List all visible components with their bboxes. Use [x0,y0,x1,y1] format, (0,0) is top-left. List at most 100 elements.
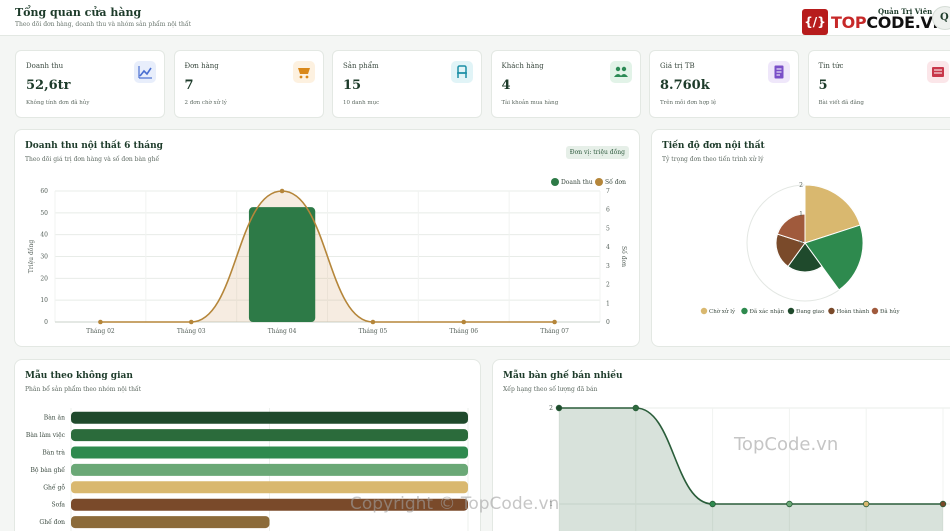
stat-note: Bài viết đã đăng [818,100,864,106]
bestseller-panel-title: Mẫu bàn ghế bán nhiều [503,371,623,381]
stat-note: Trên mỗi đơn hợp lệ [660,100,717,106]
y2-tick-label: 1 [606,300,610,307]
space-bar [71,516,270,529]
revenue-chart[interactable]: 0 10 20 30 40 50 60 0 1 2 3 4 5 6 7 Triệu đồng Số đơn Thá… [15,130,640,347]
y-axis-label: Triệu đồng [27,240,35,273]
trend-chart-icon [134,61,156,83]
page-subtitle: Theo dõi đơn hàng, doanh thu và nhóm sản… [15,21,191,28]
legend-label: Đang giao [796,309,825,315]
space-bar [71,481,468,494]
category-label: Ghế gỗ [43,483,65,491]
watermark-text: TopCode.vn [734,434,839,455]
space-bar [71,411,468,424]
bestseller-chart[interactable]: 12 [493,360,950,531]
orders-point [552,319,557,325]
space-bar [71,463,468,476]
y2-tick-label: 2 [606,282,610,289]
stat-value: 7 [184,78,194,93]
y2-tick-label: 0 [606,319,610,326]
space-chart[interactable]: Bàn ăn Bàn làm việc Bàn trà Bộ bàn ghế Ghế g… [15,360,481,531]
polar-slice [804,184,861,244]
category-label: Sofa [51,502,65,509]
legend-swatch [871,307,879,315]
category-label: Bàn trà [42,450,65,457]
x-tick-label: Tháng 05 [359,328,388,335]
space-panel: Mẫu theo không gian Phân bổ sản phẩm the… [14,359,481,531]
stat-note: Không tính đơn đã hủy [26,100,90,106]
stat-label: Khách hàng [501,62,544,70]
x-tick-label: Tháng 03 [177,328,206,335]
top-header: Tổng quan cửa hàng Theo dõi đơn hàng, do… [0,0,950,36]
legend-label: Doanh thu [561,179,593,186]
stat-label: Tin tức [818,62,844,70]
category-label: Bàn làm việc [26,432,66,439]
category-label: Bàn ăn [44,415,65,422]
legend-swatch [551,178,559,186]
stat-card-1[interactable]: Doanh thu 52,6tr Không tính đơn đã hủy [15,50,165,118]
revenue-panel-subtitle: Theo dõi giá trị đơn hàng và số đơn bàn … [25,156,160,163]
legend-swatch [787,307,795,315]
legend-label: Đã hủy [880,308,901,315]
status-panel-subtitle: Tỷ trọng đơn theo tiến trình xử lý [662,156,764,163]
brand-mark-icon: {/} [802,9,828,35]
polar-tick-label: 1 [799,211,803,218]
revenue-bar [248,207,316,322]
receipt-icon [768,61,790,83]
page-title: Tổng quan cửa hàng [15,6,142,19]
y2-axis-label: Số đơn [620,246,627,267]
stat-card-4[interactable]: Khách hàng 4 Tài khoản mua hàng [490,50,641,118]
user-role[interactable]: Quản Trị Viên [878,7,933,16]
cart-icon [292,61,315,83]
y2-tick-label: 6 [606,207,610,214]
space-bar [71,446,468,459]
stat-label: Đơn hàng [184,62,219,70]
category-label: Ghế đơn [39,519,65,526]
stat-label: Giá trị TB [660,62,695,70]
bestseller-point [786,500,793,508]
y-tick-label: 2 [549,405,553,412]
space-bar [71,429,468,442]
y-tick-label: 1 [549,501,553,508]
stat-note: Tài khoản mua hàng [501,100,559,106]
user-avatar[interactable]: Q [932,6,950,30]
legend-label: Số đơn [605,179,626,186]
brand-logo[interactable]: {/} TOPCODE.VN [802,9,946,35]
users-icon [609,61,632,83]
y-tick-label: 50 [40,210,48,217]
stat-card-5[interactable]: Giá trị TB 8.760k Trên mỗi đơn hợp lệ [649,50,799,118]
legend-label: Chờ xử lý [709,308,736,315]
stat-card-6[interactable]: Tin tức 5 Bài viết đã đăng [807,50,950,118]
y2-tick-label: 7 [606,188,610,195]
y-tick-label: 30 [40,254,48,261]
x-tick-label: Tháng 06 [449,328,478,335]
status-chart[interactable]: 0 1 2 Chờ xử lý Đã xác nhận Đang giao Hoàn thà… [652,130,950,347]
bestseller-panel-subtitle: Xếp hạng theo số lượng đã bán [503,386,598,393]
legend-swatch [595,178,603,186]
orders-point [370,319,376,325]
polar-tick-label: 0 [799,240,803,247]
legend-label: Hoàn thành [836,308,869,315]
stat-value: 4 [501,78,511,93]
x-tick-label: Tháng 07 [540,328,569,335]
y-tick-label: 60 [40,188,48,195]
unit-badge: Đơn vị: triệu đồng [565,146,629,159]
stat-value: 8.760k [660,78,710,93]
polar-slice [787,242,823,273]
legend-swatch [700,307,708,315]
stat-card-3[interactable]: Sản phẩm 15 10 danh mục [332,50,482,118]
y2-tick-label: 4 [606,244,610,251]
bestseller-area [559,408,943,531]
category-label: Bộ bàn ghế [30,467,65,474]
orders-point [279,188,285,194]
revenue-panel-title: Doanh thu nội thất 6 tháng [25,141,163,151]
x-tick-label: Tháng 04 [268,328,297,335]
y2-tick-label: 3 [606,263,610,270]
x-tick-label: Tháng 02 [86,328,115,335]
polar-slice [776,213,806,244]
space-panel-subtitle: Phân bổ sản phẩm theo nhóm nội thất [25,386,142,393]
stat-label: Sản phẩm [343,62,379,70]
stat-value: 5 [818,78,828,93]
bestseller-point [709,500,716,508]
orders-point [188,319,194,325]
stat-card-2[interactable]: Đơn hàng 7 2 đơn chờ xử lý [173,50,324,118]
